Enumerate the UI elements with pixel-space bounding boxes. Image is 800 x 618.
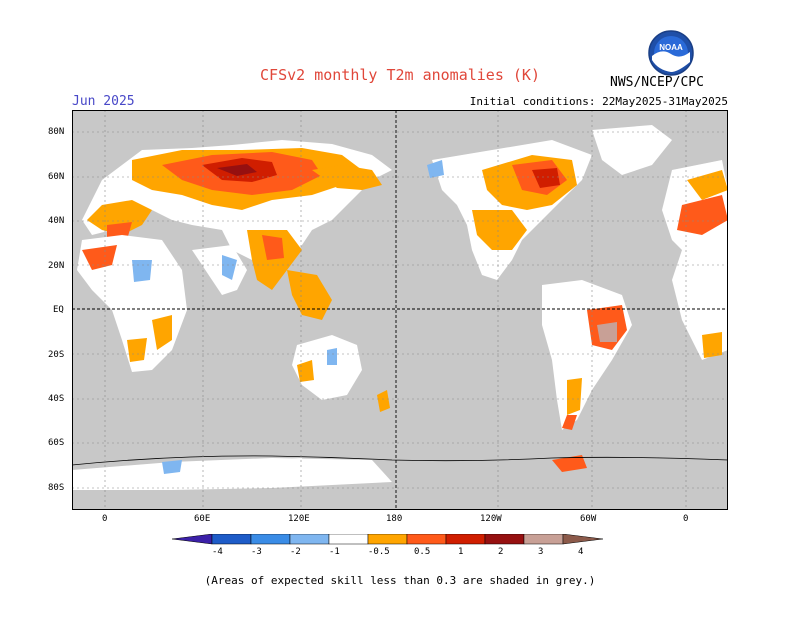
lat-label-eq: EQ	[53, 305, 64, 315]
colorbar-swatch	[250, 534, 291, 545]
lat-label-60n: 60N	[48, 172, 65, 182]
lat-label-20n: 20N	[48, 261, 65, 271]
lat-label-40n: 40N	[48, 216, 65, 226]
colorbar	[172, 534, 604, 545]
colorbar-swatch	[328, 534, 369, 545]
colorbar-swatch	[484, 534, 525, 545]
colorbar-arrow-high	[562, 534, 604, 545]
lon-label-60w: 60W	[580, 514, 597, 524]
noaa-logo-icon: NOAA	[648, 30, 694, 76]
lat-label-20s: 20S	[48, 350, 65, 360]
colorbar-swatch	[211, 534, 252, 545]
agency-label: NWS/NCEP/CPC	[610, 75, 704, 90]
lon-label-120w: 120W	[480, 514, 502, 524]
forecast-month: Jun 2025	[72, 94, 135, 109]
colorbar-swatch	[367, 534, 408, 545]
lon-label-60e: 60E	[194, 514, 211, 524]
colorbar-label-minus2: -2	[290, 547, 301, 557]
lon-label-0: 0	[102, 514, 108, 524]
lon-label-0-right: 0	[683, 514, 689, 524]
skill-note: (Areas of expected skill less than 0.3 a…	[204, 574, 596, 587]
colorbar-swatch	[523, 534, 564, 545]
colorbar-label-minus3: -3	[251, 547, 262, 557]
colorbar-label-minus0.5: -0.5	[368, 547, 390, 557]
lat-label-80s: 80S	[48, 483, 65, 493]
colorbar-label-minus1: -1	[329, 547, 340, 557]
lat-label-80n: 80N	[48, 127, 65, 137]
colorbar-swatch	[289, 534, 330, 545]
colorbar-label-0.5: 0.5	[414, 547, 431, 557]
lon-label-180: 180	[386, 514, 403, 524]
colorbar-label-minus4: -4	[212, 547, 223, 557]
initial-conditions: Initial conditions: 22May2025-31May2025	[469, 95, 728, 108]
colorbar-label-4: 4	[578, 547, 584, 557]
svg-text:NOAA: NOAA	[659, 43, 683, 52]
colorbar-label-3: 3	[538, 547, 544, 557]
lat-label-40s: 40S	[48, 394, 65, 404]
colorbar-label-1: 1	[458, 547, 464, 557]
lon-label-120e: 120E	[288, 514, 310, 524]
lat-label-60s: 60S	[48, 438, 65, 448]
chart-title: CFSv2 monthly T2m anomalies (K)	[260, 66, 540, 84]
colorbar-label-2: 2	[498, 547, 504, 557]
anomaly-map	[72, 110, 728, 510]
colorbar-swatch	[445, 534, 486, 545]
colorbar-arrow-low	[172, 534, 213, 545]
colorbar-swatch	[406, 534, 447, 545]
